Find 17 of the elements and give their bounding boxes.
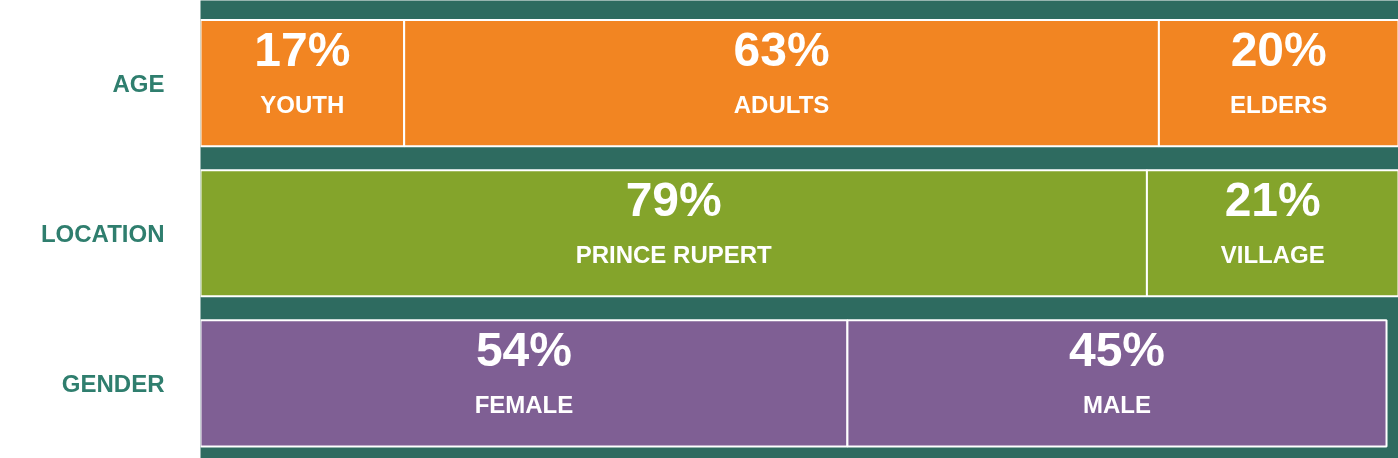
series-label: MALE [1082, 390, 1151, 418]
data-label: 63% [733, 22, 830, 76]
series-label: ELDERS [1230, 90, 1328, 118]
series-label: VILLAGE [1220, 240, 1325, 268]
series-label: YOUTH [260, 90, 345, 118]
data-label: 79% [625, 172, 722, 226]
series-label: PRINCE RUPERT [575, 240, 773, 268]
y-tick-label: GENDER [61, 369, 165, 397]
data-label: 17% [254, 22, 351, 76]
series-label: FEMALE [474, 390, 574, 418]
y-tick-label: LOCATION [40, 219, 165, 247]
data-label: 20% [1230, 22, 1327, 76]
y-tick-label: AGE [112, 69, 165, 97]
data-label: 54% [475, 322, 572, 376]
series-label: ADULTS [733, 90, 830, 118]
data-label: 21% [1224, 172, 1321, 226]
data-label: 45% [1068, 322, 1166, 376]
